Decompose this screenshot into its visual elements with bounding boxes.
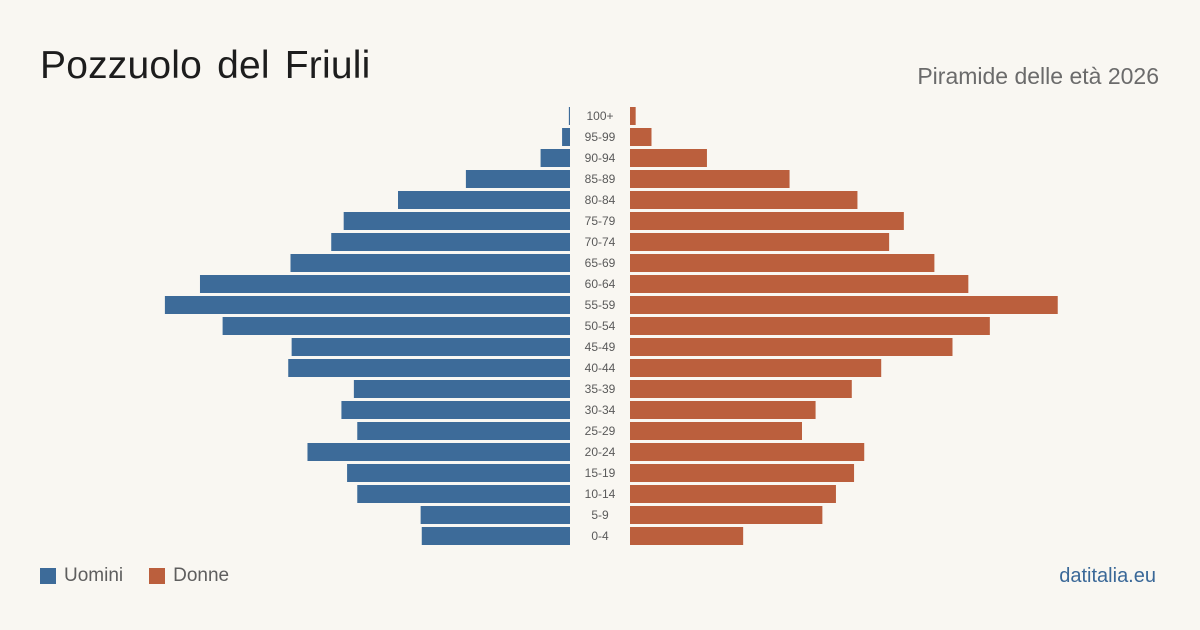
age-label-35-39: 35-39 — [585, 382, 616, 396]
bar-men-40-44 — [288, 359, 570, 377]
age-label-50-54: 50-54 — [585, 319, 616, 333]
bar-men-35-39 — [353, 380, 570, 398]
chart-title: Pozzuolo del Friuli — [40, 44, 371, 87]
bar-men-5-9 — [420, 506, 570, 524]
age-label-80-84: 80-84 — [585, 193, 616, 207]
bar-women-40-44 — [630, 359, 882, 377]
age-label-20-24: 20-24 — [585, 445, 616, 459]
legend: Uomini Donne — [40, 565, 255, 587]
bar-men-100plus — [568, 107, 570, 125]
bar-women-20-24 — [630, 443, 865, 461]
legend-label-women: Donne — [173, 565, 230, 586]
bar-women-15-19 — [630, 464, 855, 482]
bar-women-25-29 — [630, 422, 802, 440]
bar-women-75-79 — [630, 212, 904, 230]
bar-men-60-64 — [199, 275, 570, 293]
age-label-15-19: 15-19 — [585, 466, 616, 480]
bar-men-95-99 — [562, 128, 570, 146]
bar-women-0-4 — [630, 527, 744, 545]
age-label-45-49: 45-49 — [585, 340, 616, 354]
bar-men-65-69 — [290, 254, 570, 272]
age-label-75-79: 75-79 — [585, 214, 616, 228]
bar-women-65-69 — [630, 254, 935, 272]
bar-women-55-59 — [630, 296, 1058, 314]
bar-women-85-89 — [630, 170, 790, 188]
age-label-0-4: 0-4 — [591, 529, 609, 543]
age-label-65-69: 65-69 — [585, 256, 616, 270]
age-label-95-99: 95-99 — [585, 130, 616, 144]
bar-women-45-49 — [630, 338, 953, 356]
bar-women-70-74 — [630, 233, 890, 251]
bar-men-15-19 — [347, 464, 570, 482]
bar-men-75-79 — [343, 212, 570, 230]
legend-label-men: Uomini — [64, 565, 124, 586]
bar-men-90-94 — [540, 149, 570, 167]
bar-women-35-39 — [630, 380, 852, 398]
legend-item-women: Donne — [149, 565, 229, 587]
age-label-40-44: 40-44 — [585, 361, 616, 375]
bar-men-70-74 — [331, 233, 570, 251]
age-label-70-74: 70-74 — [585, 235, 616, 249]
age-label-100plus: 100+ — [586, 109, 613, 123]
bar-men-25-29 — [357, 422, 570, 440]
bar-men-55-59 — [164, 296, 571, 314]
bar-women-50-54 — [630, 317, 990, 335]
age-label-85-89: 85-89 — [585, 172, 616, 186]
age-label-90-94: 90-94 — [585, 151, 616, 165]
age-label-30-34: 30-34 — [585, 403, 616, 417]
bar-men-80-84 — [398, 191, 570, 209]
age-label-60-64: 60-64 — [585, 277, 616, 291]
age-label-5-9: 5-9 — [591, 508, 609, 522]
bar-men-45-49 — [291, 338, 570, 356]
legend-swatch-men — [40, 568, 56, 584]
source-link[interactable]: datitalia.eu — [1059, 565, 1156, 587]
bar-women-90-94 — [630, 149, 707, 167]
age-label-10-14: 10-14 — [585, 487, 616, 501]
bar-men-20-24 — [307, 443, 570, 461]
age-label-55-59: 55-59 — [585, 298, 616, 312]
bar-women-10-14 — [630, 485, 836, 503]
bar-women-60-64 — [630, 275, 969, 293]
bar-women-80-84 — [630, 191, 858, 209]
bar-men-85-89 — [465, 170, 570, 188]
bar-men-30-34 — [341, 401, 570, 419]
age-label-25-29: 25-29 — [585, 424, 616, 438]
bar-men-50-54 — [222, 317, 570, 335]
bar-men-0-4 — [421, 527, 570, 545]
bar-men-10-14 — [357, 485, 570, 503]
legend-item-men: Uomini — [40, 565, 123, 587]
bar-women-100plus — [630, 107, 636, 125]
bar-women-30-34 — [630, 401, 816, 419]
bar-women-95-99 — [630, 128, 652, 146]
chart-subtitle: Piramide delle età 2026 — [917, 63, 1159, 89]
bar-women-5-9 — [630, 506, 823, 524]
legend-swatch-women — [149, 568, 166, 584]
